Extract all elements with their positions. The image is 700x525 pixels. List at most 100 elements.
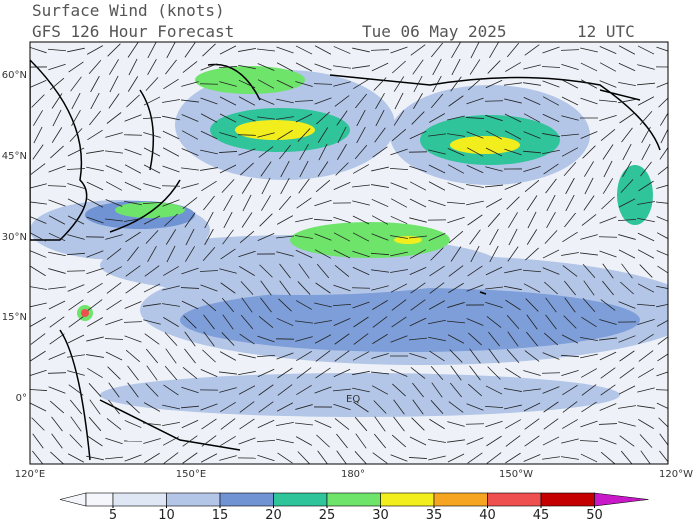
wind-barb [354, 144, 368, 160]
wind-barb [469, 59, 481, 75]
wind-barb [658, 97, 668, 108]
wind-barb [466, 147, 484, 157]
wind-barb [200, 97, 218, 105]
wind-barb [88, 383, 102, 397]
wind-barb [564, 280, 576, 296]
wind-barb [219, 113, 237, 123]
wind-barb [241, 297, 253, 313]
wind-barb [32, 450, 44, 464]
wind-barb [618, 81, 636, 87]
colorbar-label: 45 [533, 508, 550, 523]
wind-barb [218, 151, 238, 153]
wind-barb [32, 144, 44, 160]
wind-barb [656, 285, 668, 289]
wind-barb [602, 144, 614, 160]
wind-barb [466, 437, 484, 445]
wind-barb [30, 389, 48, 391]
wind-barb [581, 384, 597, 396]
wind-barb [371, 198, 389, 208]
wind-barb [600, 451, 616, 464]
wind-barb [391, 299, 407, 311]
wind-barb [599, 319, 617, 325]
wind-barb [621, 127, 633, 143]
wind-barb [599, 403, 617, 411]
wind-barb [71, 92, 81, 110]
wind-barb [580, 234, 598, 240]
wind-barb [390, 198, 408, 208]
wind-barb [105, 181, 123, 191]
wind-barb [219, 351, 237, 361]
wind-barb [106, 248, 122, 260]
wind-barb [182, 197, 198, 209]
wind-barb [294, 100, 314, 102]
wind-barb [143, 319, 161, 325]
wind-barb [164, 332, 178, 346]
wind-barb [446, 201, 466, 205]
wind-barb [109, 59, 119, 75]
wind-barb [220, 282, 236, 294]
wind-barb [640, 161, 652, 177]
wind-barb [579, 440, 599, 442]
wind-barb [448, 95, 464, 107]
wind-barb [238, 353, 256, 359]
wind-barb [600, 367, 616, 379]
wind-barb [639, 264, 653, 278]
wind-barb [356, 109, 366, 127]
wind-barb [371, 269, 389, 273]
wind-barb [50, 451, 64, 464]
wind-barb [584, 161, 594, 177]
wind-barb [184, 212, 196, 228]
wind-barb [618, 62, 636, 72]
wind-barb [202, 43, 216, 57]
wind-barb [48, 199, 66, 207]
wind-barb [181, 148, 199, 156]
wind-barb [523, 150, 541, 154]
wind-barb [507, 246, 519, 262]
wind-barb [504, 404, 522, 410]
wind-barb [259, 213, 273, 227]
wind-barb [33, 110, 43, 126]
wind-barb [580, 420, 598, 428]
wind-barb [162, 303, 180, 307]
wind-barb [333, 216, 351, 224]
wind-barb [638, 180, 654, 192]
wind-barb [317, 127, 329, 143]
wind-barb [314, 386, 332, 394]
wind-barb [542, 456, 560, 460]
map-field [30, 42, 668, 464]
wind-barb [315, 367, 331, 379]
wind-barb [51, 93, 63, 109]
wind-barb [107, 366, 121, 380]
wind-barb [86, 198, 104, 208]
wind-barb [504, 148, 522, 156]
wind-barb [109, 75, 119, 93]
wind-barb [124, 301, 142, 309]
wind-barb [449, 349, 463, 363]
wind-barb [200, 369, 218, 377]
wind-barb [162, 165, 180, 173]
wind-barb [431, 382, 443, 398]
wind-barb [351, 287, 371, 289]
wind-barb [356, 126, 366, 144]
wind-barb [105, 165, 123, 173]
wind-barb [30, 80, 47, 88]
wind-barb [203, 331, 215, 347]
wind-barb [355, 93, 367, 109]
wind-barb [181, 300, 199, 310]
wind-barb [184, 331, 196, 347]
wind-barb [390, 251, 408, 257]
wind-barb [447, 453, 465, 463]
wind-barb [618, 45, 636, 55]
wind-barb [314, 45, 332, 55]
wind-barb [315, 350, 331, 362]
wind-barb [142, 117, 162, 119]
wind-barb [485, 166, 503, 172]
wind-barb [390, 46, 408, 54]
wind-barb [580, 47, 598, 53]
wind-barb [314, 233, 332, 241]
wind-barb [70, 76, 82, 92]
wind-barb [353, 401, 369, 413]
wind-barb [580, 79, 598, 89]
wind-barb [68, 316, 84, 328]
wind-barb [391, 434, 407, 448]
